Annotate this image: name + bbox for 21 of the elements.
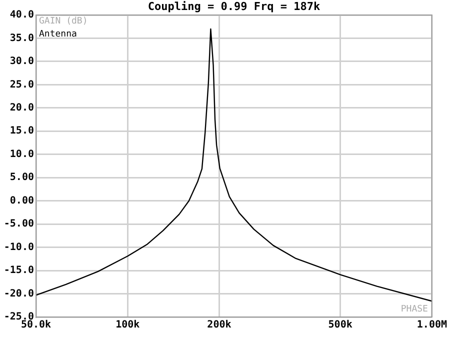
y-tick-label: 0.00 (10, 195, 34, 206)
annotation: PHASE (400, 304, 428, 314)
x-tick-label: 1.00M (416, 320, 448, 331)
y-tick-label: 5.00 (10, 172, 34, 184)
y-tick-label: -10.0 (4, 242, 34, 253)
y-tick-label: 20.0 (10, 102, 34, 114)
x-tick-label: 500k (328, 320, 352, 331)
x-tick-label: 100k (116, 320, 140, 331)
y-tick-label: 10.0 (10, 148, 34, 160)
y-axis-title: GAIN (dB) (39, 16, 88, 26)
y-tick-label: -5.00 (4, 218, 34, 230)
y-tick-label: -20.0 (4, 288, 34, 300)
y-tick-label: -15.0 (4, 265, 34, 276)
y-tick-label: 15.0 (10, 126, 34, 137)
y-tick-label: 35.0 (10, 32, 34, 44)
chart-title: Coupling = 0.99 Frq = 187k (148, 0, 320, 13)
y-tick-label: 40.0 (10, 10, 34, 21)
y-tick-label: 30.0 (10, 56, 34, 68)
x-tick-label: 200k (207, 320, 232, 331)
text: Antenna (39, 29, 77, 40)
y-tick-label: 25.0 (10, 79, 34, 90)
